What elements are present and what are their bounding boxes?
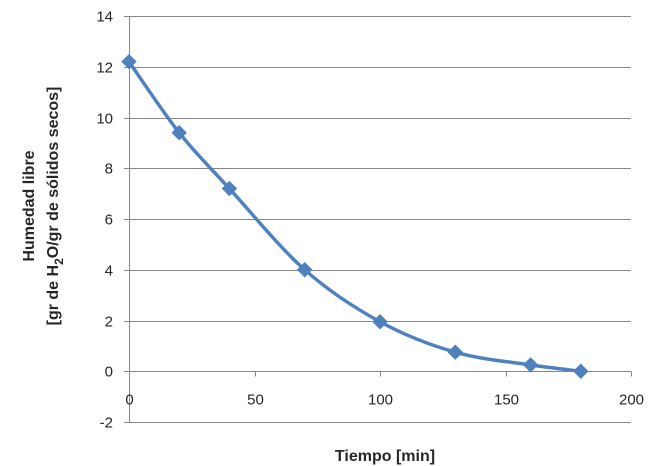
series-line bbox=[129, 62, 581, 372]
x-tick-label: 150 bbox=[494, 392, 519, 409]
data-point-marker bbox=[448, 345, 462, 359]
y-tick-label: 6 bbox=[105, 212, 113, 229]
y-tick-label: 0 bbox=[105, 364, 113, 381]
y-tick-label: 8 bbox=[105, 161, 113, 178]
y-axis-title-line2-prefix: [gr de H bbox=[45, 265, 62, 325]
y-tick-label: 12 bbox=[96, 60, 113, 77]
y-tick-label: 2 bbox=[105, 314, 113, 331]
series-group bbox=[122, 55, 588, 379]
x-tick-label: 0 bbox=[125, 392, 133, 409]
x-tick-label: 100 bbox=[368, 392, 393, 409]
x-tick-labels: 0 50 100 150 200 bbox=[125, 392, 644, 409]
y-axis-title: Humedad libre [gr de H2O/gr de sólidos s… bbox=[21, 87, 66, 326]
data-point-marker bbox=[574, 364, 588, 378]
x-tick-label: 200 bbox=[619, 392, 644, 409]
x-axis-title: Tiempo [min] bbox=[335, 448, 435, 465]
y-tick-label: -2 bbox=[100, 415, 113, 432]
y-tick-label: 4 bbox=[105, 263, 113, 280]
x-tick-label: 50 bbox=[247, 392, 264, 409]
y-axis-title-line2-suffix: O/gr de sólidos secos] bbox=[45, 87, 62, 259]
y-tick-labels: -2 0 2 4 6 8 10 12 14 bbox=[96, 9, 113, 432]
data-point-marker bbox=[524, 358, 538, 372]
gridlines bbox=[129, 17, 631, 423]
y-tick-label: 10 bbox=[96, 111, 113, 128]
y-axis-title-line2: [gr de H2O/gr de sólidos secos] bbox=[45, 87, 66, 326]
data-point-marker bbox=[373, 315, 387, 329]
y-axis-title-line1: Humedad libre bbox=[21, 150, 38, 261]
y-tick-label: 14 bbox=[96, 9, 113, 26]
